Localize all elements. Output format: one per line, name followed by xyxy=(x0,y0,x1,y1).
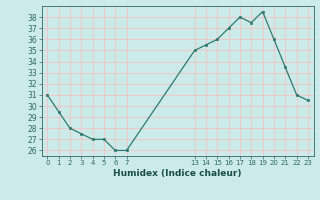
X-axis label: Humidex (Indice chaleur): Humidex (Indice chaleur) xyxy=(113,169,242,178)
